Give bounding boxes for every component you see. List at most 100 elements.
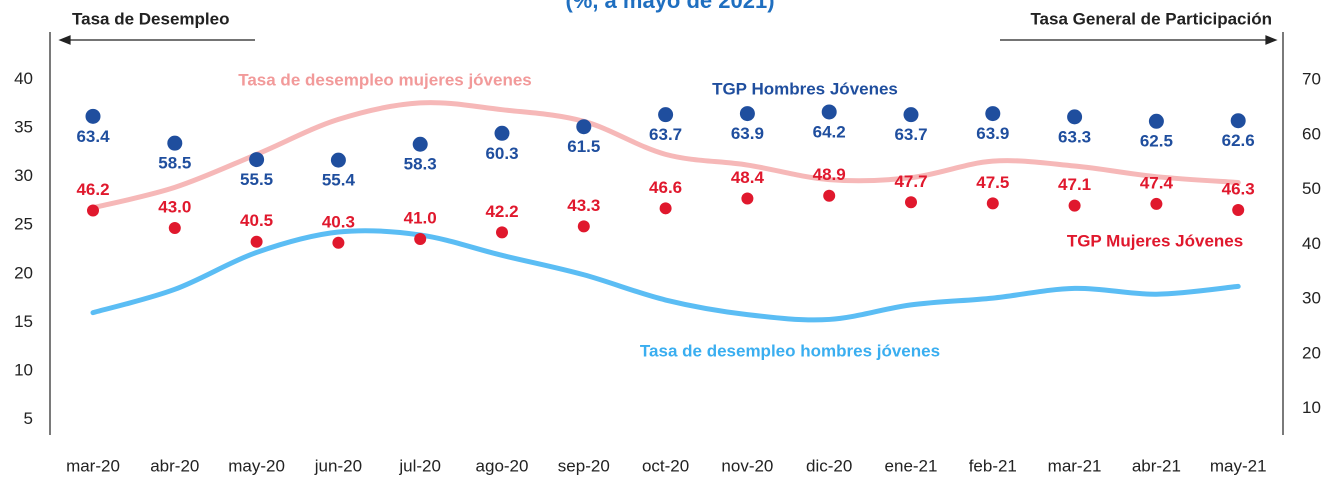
x-tick-label: abr-20 bbox=[150, 456, 199, 475]
series-dot bbox=[577, 220, 590, 233]
y2-tick-label: 10 bbox=[1302, 398, 1321, 417]
series-dot bbox=[1067, 109, 1083, 125]
x-tick-label: dic-20 bbox=[806, 456, 852, 475]
value-label: 58.3 bbox=[404, 155, 437, 174]
x-tick-label: abr-21 bbox=[1132, 456, 1181, 475]
series-label: Tasa de desempleo hombres jóvenes bbox=[640, 341, 940, 360]
y-tick-label: 35 bbox=[14, 118, 33, 137]
y2-tick-label: 30 bbox=[1302, 289, 1321, 308]
y-tick-label: 30 bbox=[14, 166, 33, 185]
series-dot bbox=[85, 108, 101, 124]
value-label: 61.5 bbox=[567, 137, 600, 156]
series-dot bbox=[168, 222, 181, 235]
value-label: 47.1 bbox=[1058, 175, 1091, 194]
y2-axis-label: Tasa General de Participación bbox=[1030, 9, 1272, 28]
x-tick-label: may-21 bbox=[1210, 456, 1267, 475]
value-label: 47.5 bbox=[976, 173, 1009, 192]
series-dot bbox=[1148, 113, 1164, 129]
series-line bbox=[90, 100, 1241, 211]
value-label: 43.3 bbox=[567, 196, 600, 215]
chart-title: (%, a mayo de 2021) bbox=[565, 0, 774, 13]
value-label: 60.3 bbox=[485, 144, 518, 163]
series-dot bbox=[1232, 203, 1245, 216]
series-dot bbox=[167, 135, 183, 151]
value-label: 55.4 bbox=[322, 171, 356, 190]
series-dot bbox=[903, 107, 919, 123]
x-tick-label: ene-21 bbox=[885, 456, 938, 475]
value-label: 40.3 bbox=[322, 212, 355, 231]
value-label: 63.4 bbox=[76, 127, 110, 146]
value-label: 58.5 bbox=[158, 154, 191, 173]
series-dot bbox=[496, 226, 508, 239]
series-dot bbox=[741, 192, 754, 205]
y-tick-label: 40 bbox=[14, 69, 33, 88]
value-label: 40.5 bbox=[240, 211, 273, 230]
y-tick-label: 10 bbox=[14, 360, 33, 379]
series-dot bbox=[412, 136, 428, 152]
value-label: 63.9 bbox=[976, 124, 1009, 143]
y-axis-label: Tasa de Desempleo bbox=[72, 9, 229, 28]
y-tick-label: 25 bbox=[14, 215, 33, 234]
x-tick-label: nov-20 bbox=[721, 456, 773, 475]
x-tick-label: mar-21 bbox=[1048, 456, 1102, 475]
x-tick-label: sep-20 bbox=[558, 456, 610, 475]
value-label: 63.7 bbox=[894, 125, 927, 144]
value-label: 63.9 bbox=[731, 124, 764, 143]
series-label: TGP Hombres Jóvenes bbox=[712, 79, 898, 98]
value-label: 46.2 bbox=[76, 180, 109, 199]
x-tick-label: may-20 bbox=[228, 456, 285, 475]
value-label: 43.0 bbox=[158, 198, 191, 217]
value-label: 48.9 bbox=[813, 165, 846, 184]
value-label: 46.6 bbox=[649, 178, 682, 197]
y2-tick-label: 40 bbox=[1302, 234, 1321, 253]
value-label: 62.6 bbox=[1222, 131, 1255, 150]
series-dot bbox=[332, 236, 345, 249]
y2-tick-label: 70 bbox=[1302, 70, 1321, 89]
x-tick-label: oct-20 bbox=[642, 456, 689, 475]
y2-tick-label: 20 bbox=[1302, 343, 1321, 362]
value-label: 62.5 bbox=[1140, 132, 1173, 151]
series-dot bbox=[986, 197, 999, 210]
series-dot bbox=[659, 202, 672, 215]
series-dot bbox=[1150, 197, 1163, 210]
y2-tick-label: 60 bbox=[1302, 124, 1321, 143]
x-tick-label: jul-20 bbox=[398, 456, 441, 475]
y-tick-label: 20 bbox=[14, 263, 33, 282]
series-dot bbox=[821, 104, 837, 120]
value-label: 41.0 bbox=[404, 208, 437, 227]
series-dot bbox=[330, 152, 346, 168]
value-label: 64.2 bbox=[813, 122, 846, 141]
series-dot bbox=[658, 107, 674, 123]
series-dot bbox=[739, 106, 755, 122]
value-label: 63.7 bbox=[649, 125, 682, 144]
value-label: 47.7 bbox=[894, 172, 927, 191]
value-label: 48.4 bbox=[731, 168, 765, 187]
series-dot bbox=[985, 106, 1001, 122]
x-tick-label: mar-20 bbox=[66, 456, 120, 475]
y-tick-label: 15 bbox=[14, 312, 33, 331]
series-label: TGP Mujeres Jóvenes bbox=[1067, 231, 1243, 250]
series-dot bbox=[414, 232, 427, 245]
series-dot bbox=[250, 235, 263, 248]
value-label: 42.2 bbox=[485, 202, 518, 221]
x-tick-label: ago-20 bbox=[476, 456, 529, 475]
series-dot bbox=[905, 196, 917, 209]
series-dot bbox=[1230, 113, 1246, 129]
value-label: 46.3 bbox=[1222, 179, 1255, 198]
series-dot bbox=[823, 189, 836, 202]
series-dot bbox=[1068, 199, 1081, 212]
series-dot bbox=[576, 119, 592, 135]
y2-tick-label: 50 bbox=[1302, 179, 1321, 198]
y-tick-label: 5 bbox=[24, 409, 33, 428]
x-tick-label: jun-20 bbox=[314, 456, 362, 475]
series-line bbox=[90, 228, 1241, 323]
axis-arrows bbox=[49, 32, 1284, 435]
x-tick-label: feb-21 bbox=[969, 456, 1017, 475]
series-dot bbox=[249, 152, 265, 168]
value-label: 63.3 bbox=[1058, 127, 1091, 146]
value-label: 47.4 bbox=[1140, 173, 1174, 192]
series-label: Tasa de desempleo mujeres jóvenes bbox=[238, 70, 532, 89]
series-dot bbox=[87, 204, 99, 217]
value-label: 55.5 bbox=[240, 170, 273, 189]
